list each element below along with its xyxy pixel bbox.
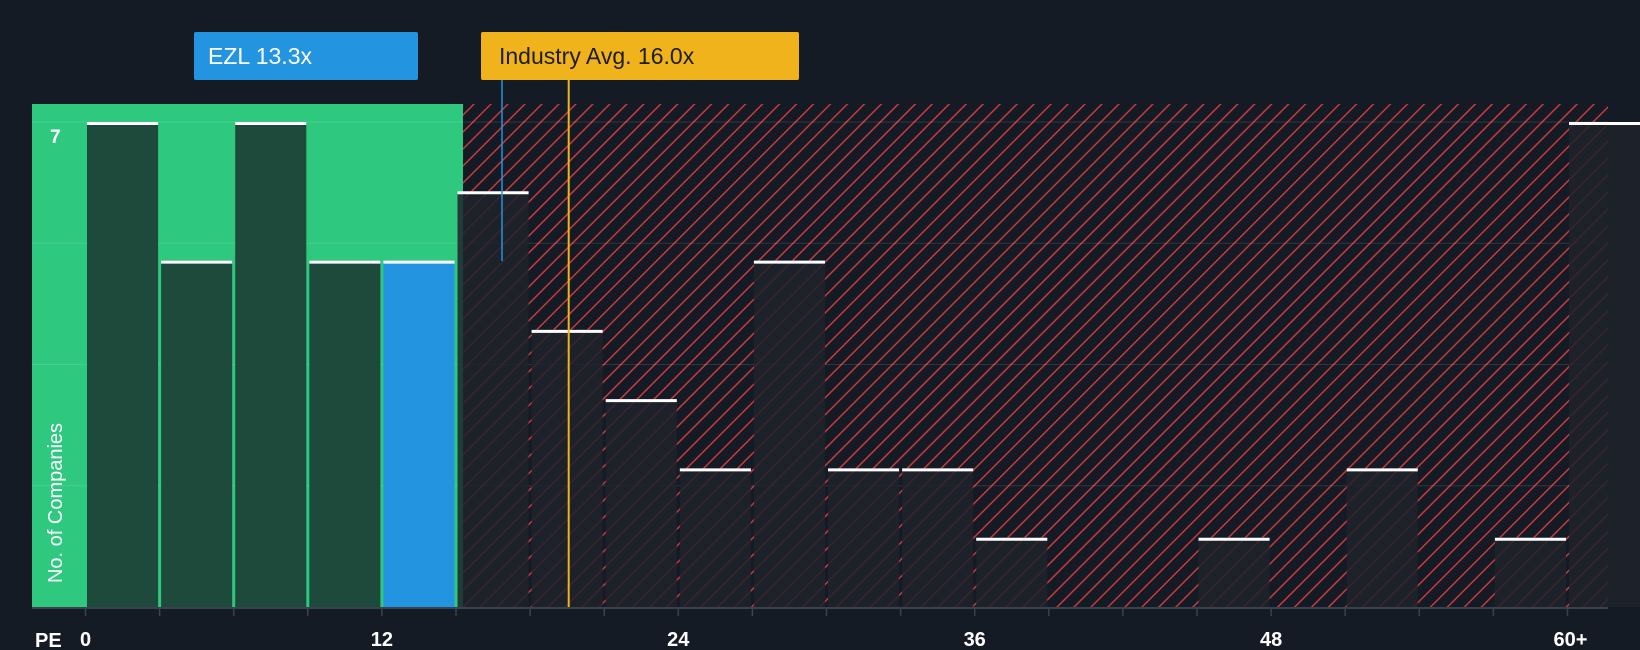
x-tick-label: 48 xyxy=(1260,629,1282,650)
company-pe-callout: EZL 13.3x xyxy=(194,32,418,80)
x-tick-label: 36 xyxy=(964,629,986,650)
histogram-bar xyxy=(1198,537,1270,607)
x-tick-label: 60+ xyxy=(1554,629,1588,650)
x-tick-label: 12 xyxy=(371,629,393,650)
histogram-bar xyxy=(1569,122,1640,607)
histogram-bar xyxy=(457,191,529,608)
histogram-bar xyxy=(605,399,677,607)
histogram-bar xyxy=(828,468,900,607)
y-tick-label: 7 xyxy=(50,127,61,148)
industry-avg-callout: Industry Avg. 16.0x xyxy=(481,32,799,80)
x-tick-label: 0 xyxy=(80,629,91,650)
bars-group xyxy=(87,122,1640,608)
histogram-bar xyxy=(161,260,233,607)
bar-caps-group xyxy=(87,122,1640,541)
histogram-bar xyxy=(753,260,825,607)
histogram-bar xyxy=(309,260,381,607)
x-axis-label: PE xyxy=(35,630,62,650)
histogram-bar xyxy=(1494,537,1566,607)
histogram-bar xyxy=(976,537,1048,607)
y-axis-label: No. of Companies xyxy=(45,423,67,583)
x-ticks-group: 0 12 24 36 48 60+ xyxy=(80,609,1588,650)
histogram-bar xyxy=(87,122,159,607)
histogram-bar xyxy=(383,260,455,607)
histogram-bar xyxy=(1346,468,1418,607)
histogram-bar xyxy=(902,468,974,607)
histogram-bar xyxy=(679,468,751,607)
histogram-bar xyxy=(531,329,603,607)
histogram-bar xyxy=(235,122,307,607)
x-tick-label: 24 xyxy=(667,629,690,650)
